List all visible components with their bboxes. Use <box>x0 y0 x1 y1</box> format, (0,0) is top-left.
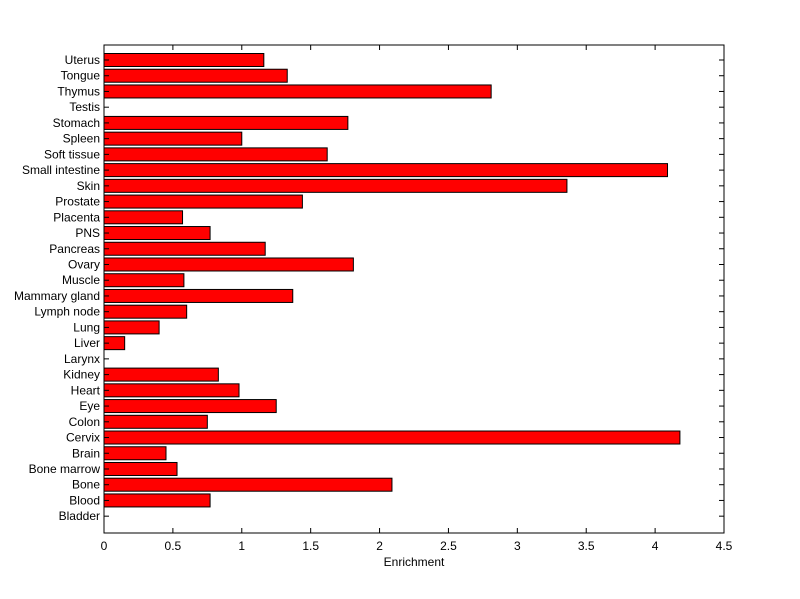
bar-uterus <box>103 53 265 67</box>
y-tick-label: Muscle <box>62 273 100 287</box>
x-axis-label: Enrichment <box>384 555 445 569</box>
bar-kidney <box>103 367 219 382</box>
y-tick-label: Uterus <box>65 53 100 67</box>
bar-thymus <box>103 84 492 99</box>
y-tick-label: Soft tissue <box>44 147 100 161</box>
bar-mammary-gland <box>103 288 294 303</box>
y-tick-label: Placenta <box>53 210 100 224</box>
bar-eye <box>103 399 277 414</box>
bar-colon <box>103 414 208 429</box>
bar-pns <box>103 226 211 241</box>
y-tick-label: Bone <box>72 478 100 492</box>
y-tick-label: Stomach <box>53 116 100 130</box>
bar-blood <box>103 493 211 508</box>
y-tick-label: Colon <box>69 415 100 429</box>
y-tick-label: Blood <box>69 493 100 507</box>
bar-skin <box>103 178 568 193</box>
y-tick-label: Mammary gland <box>14 289 100 303</box>
bar-lung <box>103 320 160 335</box>
y-tick-label: PNS <box>75 226 100 240</box>
bar-prostate <box>103 194 303 209</box>
y-tick-label: Tongue <box>61 69 101 83</box>
x-tick-label: 4 <box>652 539 659 553</box>
x-tick-label: 2.5 <box>440 539 457 553</box>
bar-pancreas <box>103 241 266 256</box>
y-tick-label: Skin <box>77 179 100 193</box>
bar-stomach <box>103 115 349 130</box>
y-tick-label: Testis <box>69 100 100 114</box>
y-tick-label: Pancreas <box>49 242 100 256</box>
bar-bone <box>103 477 393 492</box>
x-tick-label: 3.5 <box>578 539 595 553</box>
y-tick-label: Brain <box>72 446 100 460</box>
bar-cervix <box>103 430 681 445</box>
y-tick-label: Kidney <box>63 368 100 382</box>
y-tick-label: Prostate <box>55 195 100 209</box>
bar-spleen <box>103 131 243 146</box>
x-tick-label: 4.5 <box>716 539 733 553</box>
x-tick-label: 1 <box>238 539 245 553</box>
bar-placenta <box>103 210 184 225</box>
y-tick-label: Ovary <box>68 257 100 271</box>
y-tick-label: Cervix <box>66 431 100 445</box>
x-tick-label: 2 <box>376 539 383 553</box>
y-tick-label: Bladder <box>59 509 100 523</box>
bar-small-intestine <box>103 163 669 178</box>
plot-frame <box>103 44 725 534</box>
y-tick-label: Bone marrow <box>29 462 101 476</box>
bar-heart <box>103 383 240 398</box>
x-tick-label: 0 <box>101 539 108 553</box>
y-tick-label: Lymph node <box>34 305 100 319</box>
bar-tongue <box>103 68 288 83</box>
bar-soft-tissue <box>103 147 328 162</box>
x-tick-label: 1.5 <box>302 539 319 553</box>
x-tick-label: 0.5 <box>165 539 182 553</box>
bar-bone-marrow <box>103 461 178 476</box>
bar-lymph-node <box>103 304 188 319</box>
bar-ovary <box>103 257 354 272</box>
y-tick-label: Lung <box>73 320 100 334</box>
y-tick-label: Small intestine <box>22 163 100 177</box>
y-tick-label: Larynx <box>64 352 100 366</box>
bar-muscle <box>103 273 185 288</box>
bar-brain <box>103 446 167 461</box>
x-tick-label: 3 <box>514 539 521 553</box>
y-tick-label: Thymus <box>57 84 100 98</box>
y-tick-label: Heart <box>71 383 101 397</box>
y-tick-label: Eye <box>79 399 100 413</box>
y-tick-label: Liver <box>74 336 100 350</box>
y-tick-label: Spleen <box>63 132 100 146</box>
